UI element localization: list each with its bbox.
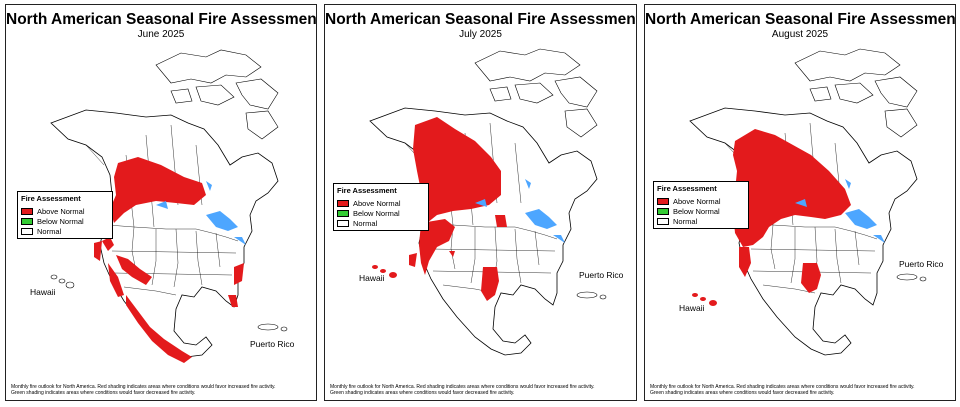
panel-title: North American Seasonal Fire Assessment [645, 11, 956, 28]
fire-map [689, 48, 927, 356]
arctic-islands [155, 49, 279, 140]
panel-subtitle: June 2025 [137, 29, 185, 40]
legend-below-label: Below Normal [353, 208, 400, 218]
fire-map [50, 49, 288, 363]
above-normal-areas [94, 157, 244, 363]
puerto-rico-island [257, 323, 288, 332]
legend-normal-label: Normal [353, 218, 378, 228]
arctic-islands [794, 48, 918, 138]
hawaii-label: Hawaii [359, 273, 385, 283]
footnote: Monthly fire outlook for North America. … [650, 384, 950, 396]
footnote-line-1: Monthly fire outlook for North America. … [650, 384, 915, 390]
legend-title: Fire Assessment [657, 184, 717, 193]
legend-title: Fire Assessment [21, 194, 81, 203]
legend-above-label: Above Normal [353, 198, 401, 208]
footnote-line-2: Green shading indicates areas where cond… [650, 390, 835, 396]
legend-normal-label: Normal [37, 226, 62, 236]
fire-assessment-legend: Fire Assessment Above Normal Below Norma… [333, 183, 429, 231]
fire-assessment-legend: Fire Assessment Above Normal Below Norma… [653, 181, 749, 229]
footnote-line-2: Green shading indicates areas where cond… [11, 390, 196, 396]
panel-title: North American Seasonal Fire Assessment [6, 11, 317, 28]
above-normal-swatch [337, 199, 349, 207]
hawaii-islands [50, 274, 75, 289]
puerto-rico-label: Puerto Rico [899, 259, 944, 269]
fire-assessment-legend: Fire Assessment Above Normal Below Norma… [17, 191, 113, 239]
fire-map [369, 48, 607, 356]
arctic-islands [474, 48, 598, 138]
below-normal-swatch [657, 207, 669, 215]
great-lakes [475, 179, 565, 243]
august-panel: North American Seasonal Fire Assessment … [644, 4, 956, 401]
legend-normal-label: Normal [673, 216, 698, 226]
legend-below-label: Below Normal [37, 216, 84, 226]
footnote: Monthly fire outlook for North America. … [330, 384, 631, 396]
legend-title: Fire Assessment [337, 186, 397, 195]
puerto-rico-label: Puerto Rico [579, 270, 624, 280]
above-normal-areas [372, 117, 507, 301]
panel-title: North American Seasonal Fire Assessment [325, 11, 637, 28]
hawaii-label: Hawaii [30, 287, 56, 297]
panel-subtitle: July 2025 [459, 29, 502, 40]
panel-subtitle: August 2025 [771, 29, 829, 40]
puerto-rico-island [896, 273, 927, 282]
below-normal-swatch [337, 209, 349, 217]
footnote-line-2: Green shading indicates areas where cond… [330, 390, 515, 396]
june-panel: North American Seasonal Fire Assessment … [5, 4, 317, 401]
legend-above-label: Above Normal [673, 196, 721, 206]
normal-swatch [337, 219, 349, 227]
legend-above-label: Above Normal [37, 206, 85, 216]
puerto-rico-island [576, 291, 607, 300]
great-lakes [795, 179, 885, 243]
above-normal-swatch [657, 197, 669, 205]
footnote: Monthly fire outlook for North America. … [11, 384, 311, 396]
above-normal-areas [692, 129, 851, 306]
normal-swatch [21, 227, 33, 235]
footnote-line-1: Monthly fire outlook for North America. … [330, 384, 595, 390]
great-lakes [156, 181, 246, 245]
puerto-rico-label: Puerto Rico [250, 339, 295, 349]
above-normal-swatch [21, 207, 33, 215]
north-america-outline [689, 107, 918, 356]
legend-below-label: Below Normal [673, 206, 720, 216]
hawaii-label: Hawaii [679, 303, 705, 313]
footnote-line-1: Monthly fire outlook for North America. … [11, 384, 276, 390]
normal-swatch [657, 217, 669, 225]
july-panel: North American Seasonal Fire Assessment … [324, 4, 637, 401]
below-normal-swatch [21, 217, 33, 225]
north-america-outline [369, 107, 598, 356]
